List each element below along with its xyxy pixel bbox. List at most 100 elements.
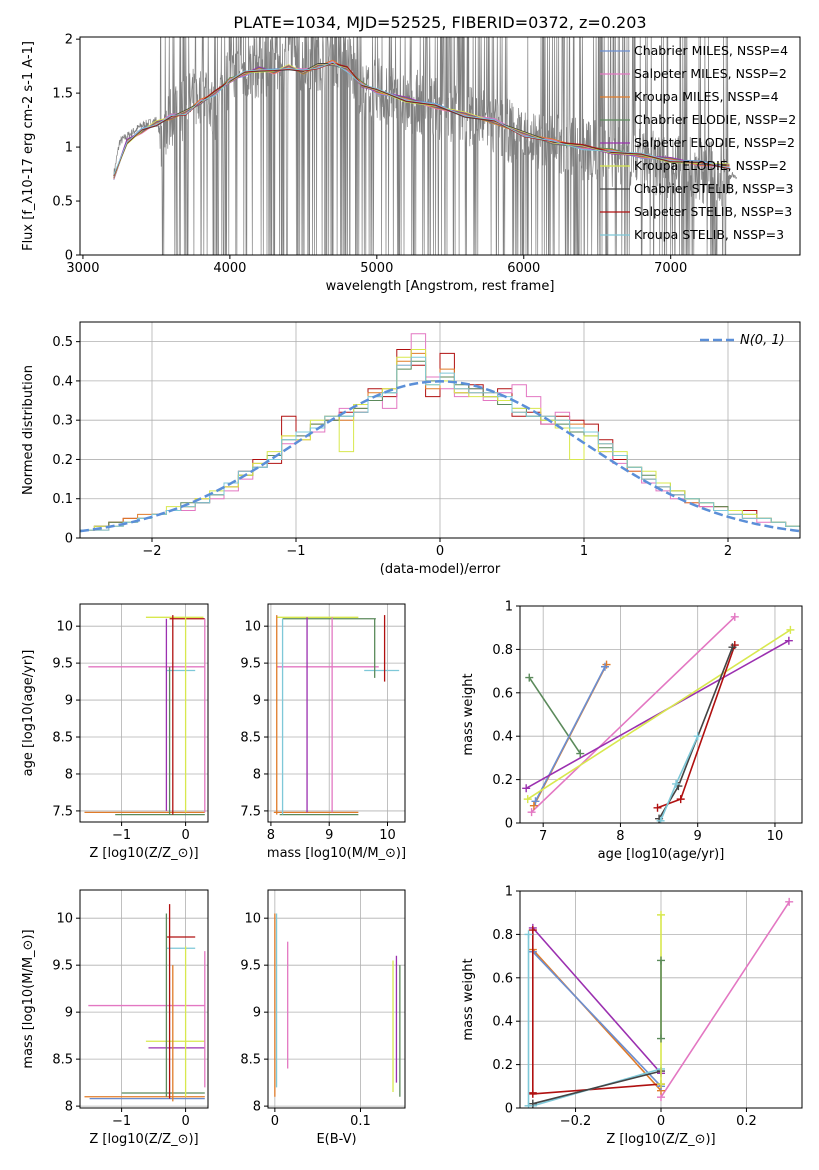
mass-weight-point bbox=[524, 1101, 533, 1108]
x-tick-label: 0.2 bbox=[736, 1114, 757, 1129]
spectrum-panel: 3000 4000 5000 6000 7000 0 0.5 1 1.5 2 wavelength … bbox=[21, 33, 801, 294]
mass-weight-line bbox=[528, 677, 581, 755]
mass-weight-point bbox=[657, 910, 665, 919]
mass-weight-point bbox=[525, 673, 534, 682]
legend-entry: N(0, 1) bbox=[740, 333, 785, 348]
plot-area bbox=[84, 615, 206, 816]
y-tick-label: 0.6 bbox=[492, 971, 513, 986]
mass-weight-point bbox=[528, 926, 537, 935]
mass-weight-point bbox=[676, 795, 685, 804]
x-tick-label: 9 bbox=[694, 829, 702, 844]
x-tick-label: 8 bbox=[616, 829, 624, 844]
y-tick-label: 0.5 bbox=[52, 335, 73, 350]
x-tick-label: 4000 bbox=[213, 261, 246, 276]
mass-weight-line bbox=[532, 951, 662, 1087]
y-tick-label: 8 bbox=[65, 1100, 73, 1115]
x-tick-label: 0 bbox=[181, 828, 189, 843]
plot-area bbox=[84, 904, 206, 1102]
y-tick-label: 1.5 bbox=[52, 87, 73, 102]
y-tick-label: 0.2 bbox=[492, 773, 513, 788]
legend-entry: Chabrier MILES, NSSP=4 bbox=[634, 43, 788, 58]
plot-area bbox=[522, 612, 795, 823]
plot-area bbox=[274, 913, 401, 1097]
residual-histogram-series bbox=[80, 356, 800, 538]
y-tick-label: 8.5 bbox=[52, 1053, 73, 1068]
x-tick-label: 3000 bbox=[66, 261, 99, 276]
y-tick-label: 9 bbox=[253, 1006, 261, 1021]
observed-spectrum bbox=[113, 37, 738, 255]
mass-weight-line bbox=[658, 646, 734, 820]
x-tick-label: −1 bbox=[286, 544, 305, 559]
y-tick-label: 1 bbox=[65, 141, 73, 156]
axes-frame bbox=[267, 889, 406, 1109]
mass-weight-line bbox=[532, 1083, 662, 1095]
mass-weight-point bbox=[657, 956, 665, 965]
y-axis-label: age [log10(age/yr)] bbox=[21, 650, 36, 777]
x-axis-label: mass [log10(M/M_⊙)] bbox=[267, 846, 406, 861]
mass-weight-point bbox=[657, 1080, 665, 1089]
y-tick-label: 9 bbox=[65, 694, 73, 709]
mass-weight-point bbox=[524, 930, 533, 939]
y-tick-label: 10 bbox=[56, 620, 73, 635]
x-tick-label: 1 bbox=[580, 544, 588, 559]
y-tick-label: 8.5 bbox=[240, 1053, 261, 1068]
y-tick-label: 8 bbox=[253, 1100, 261, 1115]
mass-weight-point bbox=[784, 636, 793, 645]
plot-area bbox=[273, 615, 400, 816]
mass-weight-line bbox=[527, 629, 791, 800]
mass-weight-point bbox=[529, 801, 538, 810]
y-axis-label: Normed distribution bbox=[21, 365, 36, 495]
mass-weight-point bbox=[531, 797, 540, 806]
y-tick-label: 0.2 bbox=[52, 453, 73, 468]
y-tick-label: 10 bbox=[244, 912, 261, 927]
x-tick-label: 10 bbox=[767, 829, 784, 844]
x-tick-label: −0.2 bbox=[560, 1114, 592, 1129]
x-axis-label: E(B-V) bbox=[316, 1132, 356, 1147]
residual-histogram-panel: −2 −1 0 1 2 0 0.1 0.2 0.3 0.4 0.5 (data-model)/erro… bbox=[21, 321, 801, 577]
mass-weight-point bbox=[656, 816, 665, 823]
y-axis-label: mass [log10(M/M_⊙)] bbox=[21, 929, 36, 1068]
axes-frame bbox=[79, 36, 801, 256]
y-tick-label: 9 bbox=[253, 694, 261, 709]
mass-weight-line bbox=[532, 1070, 662, 1105]
x-tick-label: 0.1 bbox=[350, 1114, 371, 1129]
legend-entry: Kroupa ELODIE, NSSP=2 bbox=[634, 158, 787, 173]
x-tick-label: 7 bbox=[539, 829, 547, 844]
mass-weight-line bbox=[659, 735, 699, 822]
mass-weight-point bbox=[527, 808, 536, 817]
y-tick-label: 0.4 bbox=[492, 730, 513, 745]
y-tick-label: 0.3 bbox=[52, 414, 73, 429]
x-axis-label: Z [log10(Z/Z_⊙)] bbox=[606, 1132, 715, 1147]
weight-vs-age-panel: 7 8 9 10 0 0.2 0.4 0.6 0.8 1 age [log10(age/yr)] ma… bbox=[461, 600, 803, 862]
y-axis-label: Flux [f_λ10-17 erg cm-2 s-1 A-1] bbox=[21, 41, 36, 251]
y-tick-label: 0 bbox=[65, 532, 73, 547]
model-spectrum-line bbox=[113, 63, 730, 177]
x-tick-label: 2 bbox=[724, 544, 732, 559]
legend-entry: Salpeter ELODIE, NSSP=2 bbox=[634, 135, 795, 150]
y-tick-label: 1 bbox=[505, 600, 513, 615]
y-tick-label: 0.8 bbox=[492, 643, 513, 658]
y-tick-label: 9.5 bbox=[240, 657, 261, 672]
axes-frame bbox=[79, 603, 209, 823]
model-spectrum-line bbox=[113, 59, 730, 179]
y-tick-label: 0.1 bbox=[52, 492, 73, 507]
y-tick-label: 9.5 bbox=[52, 657, 73, 672]
mass-weight-point bbox=[528, 1099, 537, 1108]
x-tick-label: 5000 bbox=[360, 261, 393, 276]
mass-weight-point bbox=[528, 1088, 537, 1097]
y-tick-label: 7.5 bbox=[52, 804, 73, 819]
mass-weight-point bbox=[576, 749, 585, 758]
x-tick-label: 0 bbox=[271, 1114, 279, 1129]
mass-weight-point bbox=[693, 732, 702, 741]
age-vs-metallicity-panel: −1 0 7.5 8 8.5 9 9.5 10 Z [log10(Z/Z_⊙)] age [log… bbox=[21, 603, 209, 861]
y-tick-label: 0.4 bbox=[492, 1015, 513, 1030]
y-tick-label: 10 bbox=[244, 620, 261, 635]
mass-weight-line bbox=[531, 616, 736, 813]
axes-frame bbox=[519, 605, 803, 824]
y-tick-label: 0 bbox=[65, 249, 73, 264]
x-tick-label: 0 bbox=[657, 1114, 665, 1129]
x-tick-label: 0 bbox=[436, 544, 444, 559]
x-axis-label: wavelength [Angstrom, rest frame] bbox=[326, 279, 555, 294]
y-tick-label: 0.6 bbox=[492, 686, 513, 701]
